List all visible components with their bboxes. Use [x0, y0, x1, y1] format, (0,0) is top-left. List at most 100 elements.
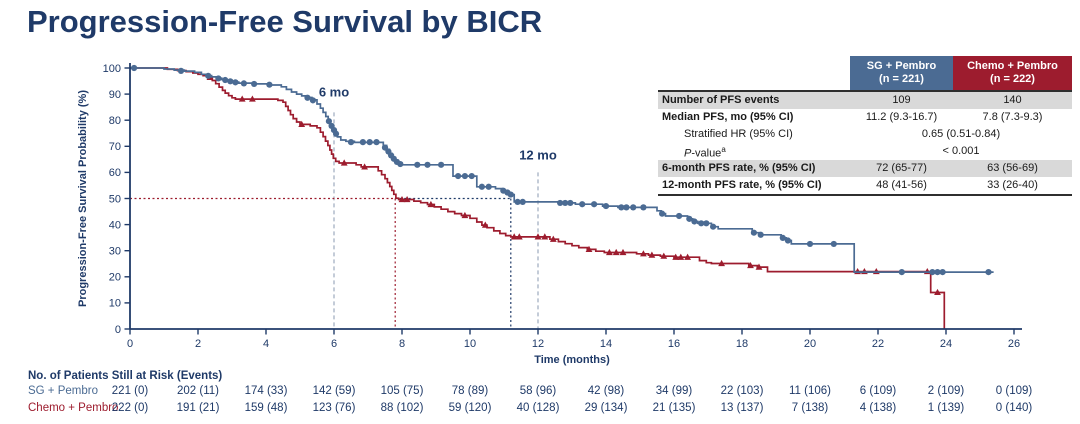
risk-value: 159 (48): [244, 402, 288, 414]
risk-value: 34 (99): [655, 385, 693, 397]
censor-mark: [718, 259, 725, 267]
risk-value: 105 (75): [380, 385, 424, 397]
stats-header-spacer: [658, 56, 850, 90]
censor-mark: [755, 263, 763, 270]
km-curve: [130, 67, 946, 329]
censor-mark: [677, 253, 685, 260]
censor-mark: [585, 245, 593, 252]
y-axis-title: Progression-Free Survival Probability (%…: [77, 90, 89, 307]
censor-mark: [898, 269, 905, 276]
sg-arm-n: (n = 221): [879, 73, 924, 85]
milestone-label: 12 mo: [519, 147, 557, 162]
censor-mark: [672, 253, 680, 260]
sg-arm-name: SG + Pembro: [866, 60, 937, 72]
censor-mark: [640, 204, 647, 211]
censor-mark: [325, 118, 332, 125]
censor-mark: [648, 251, 656, 258]
censor-mark: [784, 237, 792, 244]
censor-mark: [660, 252, 668, 259]
censor-mark: [519, 198, 526, 205]
censor-mark: [397, 160, 404, 168]
censor-mark: [703, 220, 710, 227]
row-p-value: P-valuea < 0.001: [684, 144, 980, 160]
censor-mark: [591, 201, 598, 208]
censor-mark: [623, 204, 630, 211]
censor-mark: [541, 233, 549, 240]
censor-mark: [304, 94, 311, 101]
censor-mark: [510, 233, 518, 240]
censor-mark: [424, 161, 431, 168]
censor-mark: [215, 75, 222, 82]
risk-value: 6 (109): [859, 385, 897, 397]
censor-mark: [710, 223, 717, 230]
censor-mark: [779, 234, 786, 242]
censor-mark: [612, 248, 620, 256]
row-12month-rate: 12-month PFS rate, % (95% CI) 48 (41-56)…: [662, 179, 1038, 191]
censor-mark: [414, 161, 421, 168]
censor-mark: [750, 229, 758, 236]
risk-value: 22 (103): [720, 385, 764, 397]
km-series-chemo-pembro: [130, 67, 946, 329]
risk-table-title: No. of Patients Still at Risk (Events): [28, 370, 223, 382]
censor-mark: [298, 120, 306, 127]
risk-value: 0 (109): [995, 385, 1033, 397]
stats-header-chemo: Chemo + Pembro (n = 222): [953, 56, 1072, 90]
censor-mark: [266, 81, 273, 88]
risk-value: 11 (106): [789, 385, 831, 397]
risk-value: 123 (76): [312, 402, 356, 414]
censor-mark: [579, 201, 586, 208]
censor-mark: [686, 215, 693, 222]
censor-mark: [468, 172, 475, 180]
censor-mark: [929, 269, 936, 276]
censor-mark: [806, 240, 814, 248]
censor-mark: [619, 248, 627, 256]
stats-header-row: SG + Pembro (n = 221) Chemo + Pembro (n …: [658, 56, 1072, 92]
x-tick-label: 4: [263, 338, 269, 350]
x-tick-label: 26: [1008, 338, 1020, 350]
censor-mark: [939, 269, 946, 276]
censor-mark: [549, 235, 557, 242]
censor-mark: [249, 95, 256, 102]
x-tick-label: 12: [532, 338, 544, 350]
risk-value: 1 (139): [927, 402, 965, 414]
x-tick-label: 2: [195, 338, 201, 350]
y-tick-label: 50: [109, 193, 121, 205]
y-tick-label: 20: [109, 272, 121, 284]
censor-mark: [227, 78, 234, 85]
censor-mark: [934, 288, 941, 296]
censor-mark: [240, 80, 247, 87]
chemo-arm-name: Chemo + Pembro: [967, 60, 1058, 72]
x-tick-label: 20: [804, 338, 816, 350]
censor-mark: [238, 95, 246, 102]
censor-mark: [640, 250, 647, 257]
risk-row-label-chemo: Chemo + Pembro: [28, 402, 119, 414]
censor-mark: [455, 172, 462, 180]
risk-value: 142 (59): [312, 385, 356, 397]
risk-row-label-sg: SG + Pembro: [28, 385, 98, 397]
risk-value: 78 (89): [451, 385, 489, 397]
risk-value: 2 (109): [927, 385, 965, 397]
risk-value: 4 (138): [859, 402, 897, 414]
y-tick-label: 30: [109, 246, 121, 258]
censor-mark: [485, 183, 492, 190]
censor-mark: [251, 80, 258, 88]
row-pfs-events: Number of PFS events 109 140: [658, 92, 1072, 109]
censor-mark: [757, 231, 764, 238]
row-6month-rate: 6-month PFS rate, % (95% CI) 72 (65-77) …: [658, 160, 1072, 177]
censor-mark: [567, 199, 574, 207]
censor-mark: [359, 139, 366, 146]
median-reference-lines: [130, 197, 512, 329]
risk-value: 222 (0): [111, 402, 149, 414]
censor-mark: [684, 253, 691, 260]
censor-mark: [478, 183, 485, 190]
milestone-label: 6 mo: [319, 85, 349, 100]
p-value-label-p: P: [684, 147, 692, 160]
stats-header-sg: SG + Pembro (n = 221): [850, 56, 953, 90]
censor-mark: [562, 199, 569, 207]
censor-mark: [403, 195, 411, 203]
risk-value: 21 (135): [652, 402, 696, 414]
censor-mark: [177, 67, 185, 74]
censor-mark: [534, 233, 542, 240]
